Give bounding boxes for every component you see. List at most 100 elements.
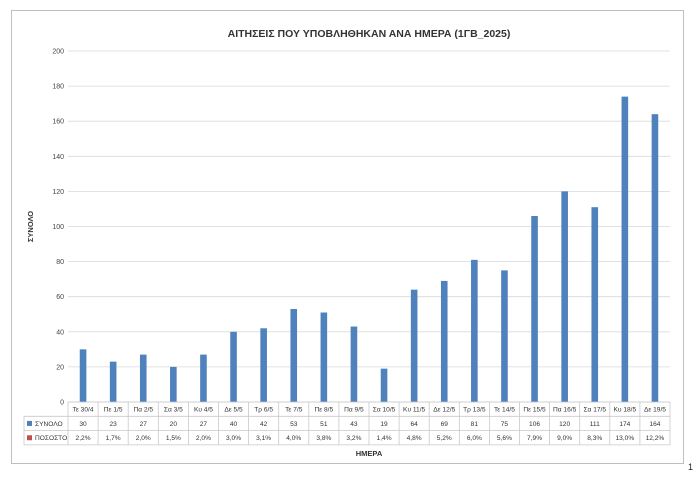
y-tick-label: 80 [56,259,64,266]
y-tick-label: 200 [52,49,64,56]
data-label-percent: 4,8% [407,435,422,442]
y-tick-label: 160 [52,119,64,126]
data-label-total: 27 [140,421,148,428]
data-label-total: 75 [501,421,509,428]
legend-swatch-total [27,420,32,426]
x-tick-label: Κυ 4/5 [194,407,213,414]
x-tick-label: Πα 9/5 [344,407,364,414]
bar [170,366,177,402]
data-label-total: 81 [471,421,479,428]
bar [350,326,358,402]
y-axis-label: ΣΥΝΟΛΟ [26,211,35,242]
bar [501,270,508,402]
data-label-total: 174 [619,421,630,428]
data-label-total: 27 [200,421,208,428]
bar [109,361,117,402]
bar [471,259,478,402]
bar [591,207,599,402]
y-tick-label: 20 [56,364,64,371]
data-label-total: 53 [290,421,298,428]
x-tick-label: Πε 15/5 [523,407,546,414]
data-label-total: 19 [380,421,388,428]
bar [440,280,448,402]
bar [320,312,328,402]
x-tick-label: Τε 7/5 [285,407,303,414]
bar [290,308,298,402]
y-tick-label: 0 [60,400,64,407]
data-label-percent: 2,0% [196,435,211,442]
data-label-percent: 3,1% [256,435,271,442]
data-label-total: 164 [649,421,660,428]
data-label-percent: 3,0% [226,435,241,442]
data-label-percent: 1,4% [377,435,392,442]
bar [651,114,659,403]
data-label-percent: 9,0% [557,435,572,442]
y-tick-label: 60 [56,294,64,301]
data-label-percent: 2,2% [76,435,91,442]
x-tick-label: Πε 8/5 [314,407,333,414]
x-tick-label: Σα 17/5 [583,407,606,414]
bar [531,215,538,402]
bar [139,354,147,402]
x-tick-label: Τε 14/5 [494,407,515,414]
x-tick-label: Σα 10/5 [373,407,396,414]
x-tick-label: Κυ 18/5 [614,407,637,414]
x-tick-label: Κυ 11/5 [403,407,426,414]
data-label-percent: 13,0% [615,435,634,442]
data-label-total: 23 [109,421,117,428]
data-label-percent: 12,2% [646,435,665,442]
data-label-total: 69 [441,421,449,428]
x-tick-label: Πα 16/5 [553,407,577,414]
legend-label-total: ΣΥΝΟΛΟ [35,421,63,428]
bar [79,349,87,402]
bar [380,368,388,402]
bar [200,354,207,402]
data-label-total: 120 [559,421,570,428]
data-label-percent: 6,0% [467,435,482,442]
x-tick-label: Σα 3/5 [164,407,183,414]
bar [410,289,418,402]
x-tick-label: Δε 19/5 [644,407,666,414]
y-tick-label: 40 [56,329,64,336]
data-label-percent: 8,3% [587,435,602,442]
legend-label-percent: ΠΟΣΟΣΤΟ [35,435,67,442]
data-label-total: 64 [410,421,418,428]
data-label-total: 30 [79,421,87,428]
x-tick-label: Δε 12/5 [433,407,455,414]
x-tick-label: Τρ 13/5 [463,407,486,414]
x-axis-label: ΗΜΕΡΑ [356,449,383,458]
data-label-percent: 3,8% [316,435,331,442]
data-label-total: 106 [529,421,540,428]
y-tick-label: 100 [52,224,64,231]
y-tick-label: 180 [52,84,64,91]
data-label-percent: 1,5% [166,435,181,442]
data-label-percent: 4,0% [286,435,301,442]
data-label-percent: 5,2% [437,435,452,442]
x-tick-label: Πα 2/5 [133,407,153,414]
data-label-total: 20 [170,421,178,428]
bar [621,96,629,402]
x-tick-label: Τε 30/4 [73,407,94,414]
data-label-percent: 5,6% [497,435,512,442]
x-tick-label: Πε 1/5 [104,407,123,414]
bar [260,328,267,402]
x-tick-label: Τρ 6/5 [254,407,273,414]
data-label-total: 51 [320,421,328,428]
y-tick-label: 120 [52,189,64,196]
data-label-percent: 7,9% [527,435,542,442]
data-label-total: 111 [590,421,600,428]
chart-title: ΑΙΤΗΣΕΙΣ ΠΟΥ ΥΠΟΒΛΗΘΗΚΑΝ ΑΝΑ ΗΜΕΡΑ (1ΓΒ_… [228,28,511,40]
bar [230,331,237,402]
data-label-total: 42 [260,421,268,428]
data-label-total: 43 [350,421,358,428]
data-label-percent: 2,0% [136,435,151,442]
y-tick-label: 140 [52,154,64,161]
legend-swatch-percent [27,435,32,441]
chart-frame [11,10,684,464]
data-label-percent: 1,7% [106,435,121,442]
page-number: 1 [688,462,694,472]
x-tick-label: Δε 5/5 [224,407,243,414]
bar [561,191,568,402]
data-label-percent: 3,2% [346,435,361,442]
